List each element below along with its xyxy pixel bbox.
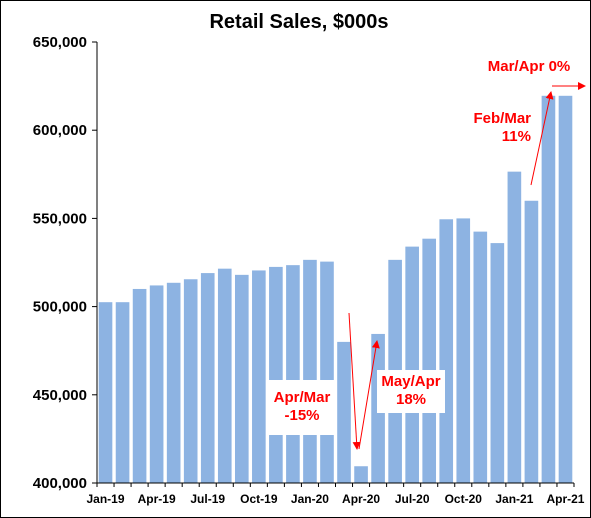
bar-jun-19 <box>183 279 198 483</box>
bar-may-19 <box>166 282 181 483</box>
bar-jan-19 <box>98 302 113 483</box>
bar-apr-20 <box>354 466 368 483</box>
bar-sep-19 <box>234 274 249 483</box>
bar-feb-20 <box>320 261 334 483</box>
bar-feb-19 <box>115 302 130 483</box>
annotation-arrow <box>358 340 380 450</box>
annotation-label: Feb/Mar <box>473 110 531 127</box>
y-tick-label: 400,000 <box>33 475 87 492</box>
annotation-box <box>481 53 577 75</box>
x-tick-label: Apr-20 <box>342 492 380 506</box>
bar-nov-20 <box>473 231 488 483</box>
annotation-label: Apr/Mar <box>274 389 331 406</box>
axes-layer: 400,000 450,000 500,000 550,000 600,000 650,0… <box>33 34 585 506</box>
bar-oct-20 <box>456 218 471 483</box>
x-tick-label: Apr-19 <box>138 492 176 506</box>
y-tick-label: 450,000 <box>33 387 87 404</box>
annotation-box <box>377 370 445 413</box>
bar-aug-19 <box>217 268 232 483</box>
bar-nov-19 <box>269 266 283 483</box>
y-tick-label: 500,000 <box>33 299 87 316</box>
bar-jan-21 <box>507 171 522 483</box>
x-tick-label: Jul-19 <box>190 492 225 506</box>
bar-oct-19 <box>252 270 266 483</box>
x-tick-label: Jan-19 <box>87 492 125 506</box>
annotation-label: 18% <box>396 391 426 408</box>
bar-aug-20 <box>422 238 437 483</box>
annotation-arrow <box>348 312 361 450</box>
bar-jul-20 <box>405 246 419 483</box>
x-tick-label: Oct-19 <box>240 492 278 506</box>
bar-feb-21 <box>524 200 539 483</box>
bar-mar-20 <box>337 341 351 483</box>
bar-dec-19 <box>286 265 300 483</box>
bar-dec-20 <box>490 243 505 483</box>
x-tick-label: Jul-20 <box>395 492 430 506</box>
annotation-arrow <box>530 91 554 186</box>
bar-mar-21 <box>541 95 556 484</box>
bar-mar-19 <box>132 288 147 483</box>
annotation-label: 11% <box>502 128 531 145</box>
bar-apr-21 <box>558 95 573 484</box>
bar-apr-19 <box>149 285 164 483</box>
y-tick-label: 550,000 <box>33 210 87 227</box>
chart-title: Retail Sales, $000s <box>209 11 388 33</box>
bar-jul-19 <box>200 273 215 483</box>
annotation-box <box>268 380 336 435</box>
annotation-label: May/Apr <box>381 373 440 390</box>
x-tick-label: Jan-21 <box>495 492 533 506</box>
annotation-label: -15% <box>284 407 319 424</box>
x-tick-label: Apr-21 <box>546 492 584 506</box>
bar-sep-20 <box>439 219 454 483</box>
bar-jan-20 <box>303 259 317 483</box>
annotation-box <box>467 105 531 151</box>
x-tick-label: Oct-20 <box>445 492 483 506</box>
annotation-label: Mar/Apr 0% <box>488 58 571 75</box>
y-tick-label: 600,000 <box>33 122 87 139</box>
x-tick-label: Jan-20 <box>291 492 329 506</box>
y-tick-label: 650,000 <box>33 34 87 51</box>
